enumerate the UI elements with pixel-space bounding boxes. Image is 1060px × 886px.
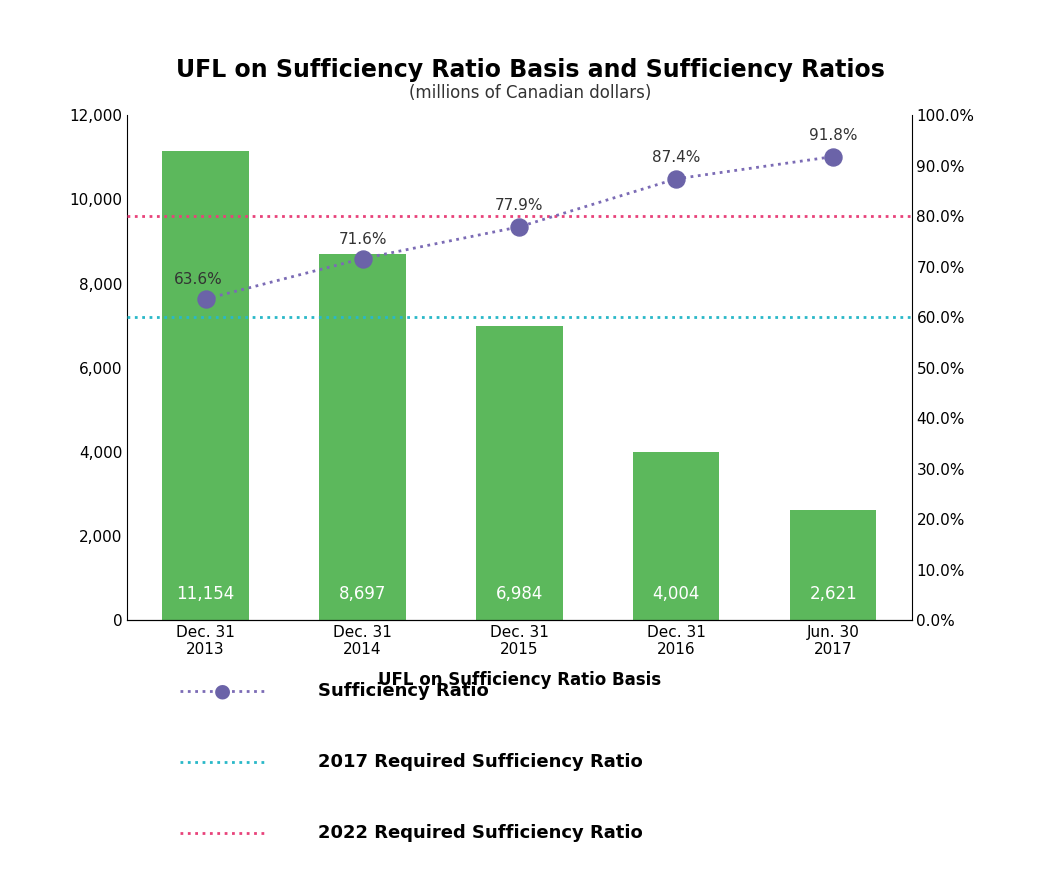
Bar xyxy=(162,151,249,620)
Text: 2022 Required Sufficiency Ratio: 2022 Required Sufficiency Ratio xyxy=(318,824,642,842)
Text: (millions of Canadian dollars): (millions of Canadian dollars) xyxy=(409,84,651,102)
Point xyxy=(511,220,528,234)
X-axis label: UFL on Sufficiency Ratio Basis: UFL on Sufficiency Ratio Basis xyxy=(377,672,661,689)
Bar xyxy=(633,452,720,620)
Bar xyxy=(319,254,406,620)
Text: 77.9%: 77.9% xyxy=(495,198,544,214)
Text: 87.4%: 87.4% xyxy=(652,151,701,166)
Point xyxy=(197,291,214,306)
Text: 71.6%: 71.6% xyxy=(338,232,387,247)
Text: Sufficiency Ratio: Sufficiency Ratio xyxy=(318,682,489,700)
Point xyxy=(825,150,842,164)
Text: 8,697: 8,697 xyxy=(339,586,386,603)
Bar xyxy=(790,510,877,620)
Text: 63.6%: 63.6% xyxy=(174,272,223,287)
Point xyxy=(668,172,685,186)
Text: 6,984: 6,984 xyxy=(496,586,543,603)
Text: UFL on Sufficiency Ratio Basis and Sufficiency Ratios: UFL on Sufficiency Ratio Basis and Suffi… xyxy=(176,58,884,82)
Bar xyxy=(476,326,563,620)
Text: 2,621: 2,621 xyxy=(809,586,858,603)
Text: ●: ● xyxy=(214,681,231,701)
Point xyxy=(354,252,371,266)
Text: 91.8%: 91.8% xyxy=(809,128,858,144)
Text: 11,154: 11,154 xyxy=(177,586,234,603)
Text: 2017 Required Sufficiency Ratio: 2017 Required Sufficiency Ratio xyxy=(318,753,642,771)
Text: 4,004: 4,004 xyxy=(653,586,700,603)
